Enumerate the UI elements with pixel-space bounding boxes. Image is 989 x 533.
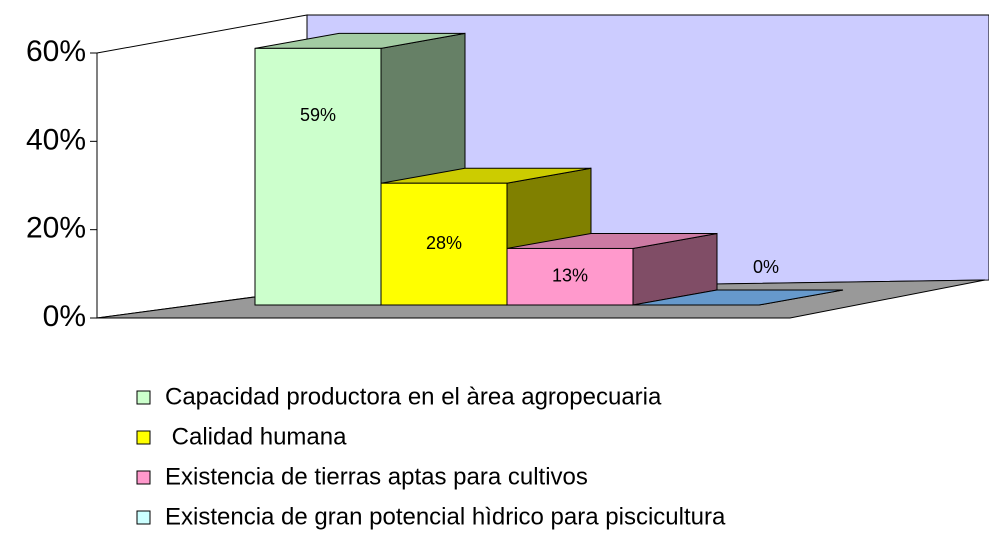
value-label: 13% [552,265,588,285]
y-tick-label: 20% [26,212,86,245]
legend-label: Calidad humana [165,423,347,450]
legend-label: Capacidad productora en el àrea agropecu… [165,383,662,410]
legend-swatch [136,390,151,405]
bar [380,182,508,306]
legend-swatch [136,430,151,445]
value-label: 0% [753,257,779,277]
bar-top [632,289,844,306]
value-label: 59% [300,105,336,125]
y-tick-label: 40% [26,123,86,156]
y-tick-label: 60% [26,35,86,68]
legend-swatch [136,470,151,485]
y-tick-label: 0% [43,300,86,333]
value-label: 28% [426,233,462,253]
bar [254,47,382,306]
legend-swatch [136,510,151,525]
legend-label: Existencia de gran potencial hìdrico par… [165,503,726,530]
legend-label: Existencia de tierras aptas para cultivo… [165,463,588,490]
bar [506,247,634,306]
